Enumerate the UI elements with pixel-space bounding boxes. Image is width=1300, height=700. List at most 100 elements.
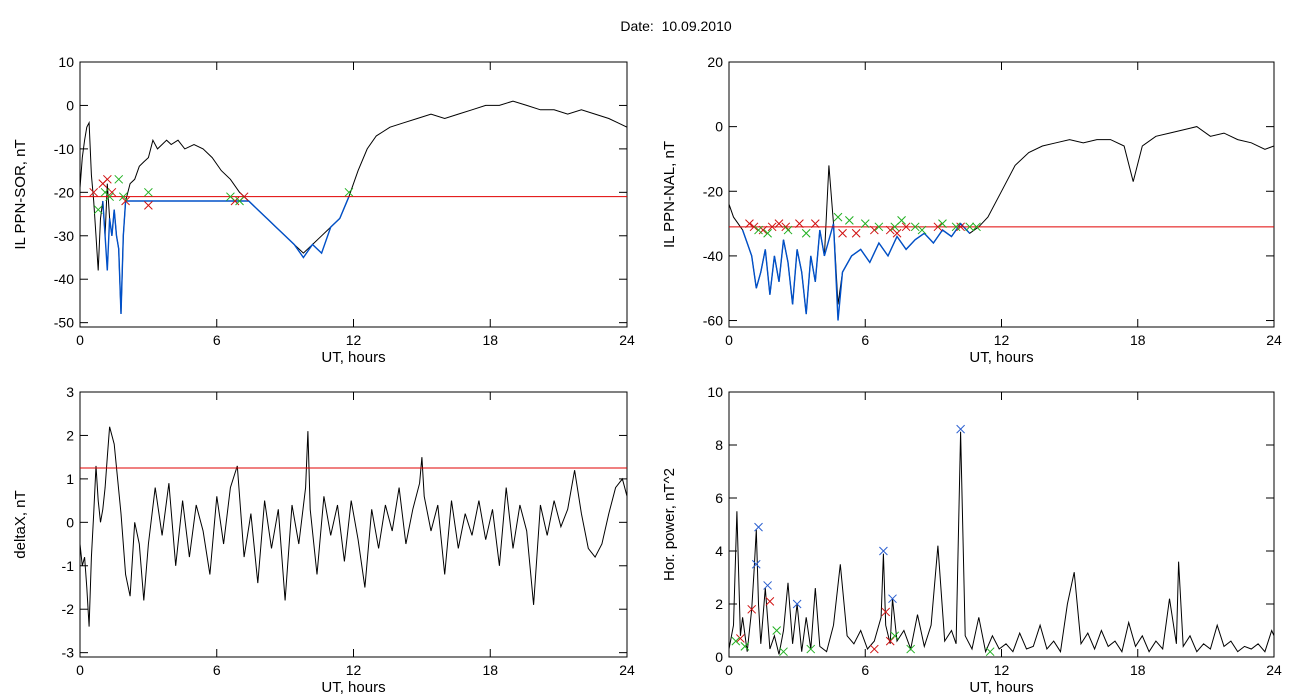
y-tick-label: -60	[703, 313, 723, 329]
y-tick-label: -3	[62, 645, 75, 661]
cross-marker	[956, 222, 965, 232]
cross-marker	[792, 599, 802, 609]
chart-panel-ppn-nal: 0 6 12 18 24 20 0 -20 -40 -60 UT, hours IL PPN-NAL,…	[661, 54, 1282, 366]
y-tick-label: -10	[54, 141, 74, 157]
y-tick-label: 0	[715, 649, 723, 665]
x-tick-label: 18	[482, 662, 498, 678]
cross-marker	[917, 225, 927, 235]
cross-marker	[749, 222, 759, 232]
y-axis-label: deltaX, nT	[12, 490, 29, 558]
cross-marker	[144, 201, 153, 210]
cross-marker	[879, 546, 888, 556]
cross-marker	[965, 222, 975, 232]
y-tick-label: -1	[62, 558, 75, 574]
cross-marker	[972, 222, 981, 232]
x-axis-label: UT, hours	[969, 679, 1033, 696]
x-tick-label: 0	[76, 332, 84, 348]
cross-marker	[118, 192, 128, 202]
cross-marker	[910, 222, 920, 232]
y-tick-label: -40	[54, 271, 74, 287]
cross-marker	[783, 225, 793, 235]
cross-marker	[754, 522, 763, 532]
x-tick-label: 6	[213, 662, 221, 678]
x-tick-label: 18	[482, 332, 498, 348]
cross-marker	[938, 219, 947, 228]
cross-marker	[897, 216, 906, 225]
cross-marker	[838, 228, 847, 238]
cross-marker	[810, 219, 820, 228]
y-tick-label: 8	[715, 437, 723, 453]
cross-marker	[885, 225, 895, 235]
y-tick-label: 2	[715, 596, 723, 612]
x-axis-label: UT, hours	[321, 679, 385, 696]
cross-marker	[114, 174, 124, 184]
cross-marker	[885, 636, 895, 646]
x-tick-label: 12	[994, 662, 1010, 678]
event-trace-line	[741, 222, 971, 321]
cross-marker	[890, 631, 900, 641]
plot-area	[729, 126, 1274, 321]
cross-marker	[226, 192, 235, 202]
chart-panel-deltax: 0 6 12 18 24 3 2 1 0 -1 -2 -3 UT, hours deltaX, nT	[12, 384, 635, 696]
x-tick-label: 0	[725, 662, 733, 678]
page-title: Date: 10.09.2010	[620, 18, 732, 34]
x-tick-label: 6	[861, 332, 869, 348]
cross-marker	[89, 187, 99, 197]
y-tick-label: 1	[66, 471, 74, 487]
chart-panel-hor-power: 0 6 12 18 24 10 8 6 4 2 0 UT, hours Hor. power, nT^2	[661, 384, 1282, 696]
data-trace-line	[80, 100, 627, 315]
cross-marker	[344, 187, 354, 197]
cross-marker	[763, 228, 772, 238]
cross-marker	[906, 644, 916, 654]
x-tick-label: 24	[619, 332, 635, 348]
cross-marker	[888, 594, 897, 604]
x-tick-label: 6	[213, 332, 221, 348]
y-axis-label: Hor. power, nT^2	[661, 468, 678, 581]
y-tick-label: 10	[58, 54, 74, 70]
y-tick-label: 20	[707, 54, 723, 70]
x-tick-label: 24	[1266, 662, 1282, 678]
cross-marker	[121, 196, 130, 206]
cross-marker	[747, 604, 757, 614]
y-tick-label: 4	[715, 543, 723, 559]
cross-marker	[102, 174, 112, 184]
x-tick-label: 12	[346, 332, 362, 348]
y-tick-label: 10	[707, 384, 723, 400]
plot-area	[80, 100, 627, 315]
data-trace-line	[729, 431, 1274, 655]
cross-marker	[806, 644, 816, 654]
y-tick-label: -20	[703, 183, 723, 199]
cross-marker	[740, 642, 750, 651]
cross-marker	[881, 607, 891, 617]
cross-marker	[144, 187, 153, 197]
x-tick-label: 18	[1130, 332, 1146, 348]
x-tick-label: 24	[619, 662, 635, 678]
cross-marker	[956, 424, 965, 434]
y-axis-label: IL PPN-SOR, nT	[12, 139, 29, 249]
x-tick-label: 18	[1130, 662, 1146, 678]
cross-marker	[869, 225, 879, 235]
cross-marker	[851, 228, 861, 238]
y-tick-label: 6	[715, 490, 723, 506]
y-axis-label: IL PPN-NAL, nT	[661, 141, 678, 248]
cross-marker	[801, 228, 811, 238]
y-tick-label: -40	[703, 248, 723, 264]
cross-marker	[833, 212, 843, 222]
plot-frame	[728, 61, 1275, 328]
cross-marker	[235, 196, 244, 206]
plot-frame	[728, 391, 1275, 658]
cross-marker	[765, 596, 775, 606]
cross-marker	[772, 626, 782, 635]
x-tick-label: 24	[1266, 332, 1282, 348]
plot-frame	[79, 61, 628, 328]
data-trace-line	[729, 126, 1274, 315]
cross-marker	[901, 222, 911, 232]
cross-marker	[107, 187, 117, 197]
cross-marker	[779, 647, 788, 657]
y-tick-label: -30	[54, 228, 74, 244]
cross-marker	[874, 222, 884, 232]
cross-marker	[892, 228, 902, 238]
y-tick-label: 3	[66, 384, 74, 400]
cross-marker	[869, 644, 879, 654]
